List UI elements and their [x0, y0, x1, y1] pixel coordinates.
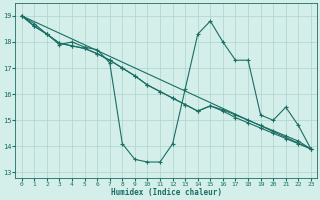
X-axis label: Humidex (Indice chaleur): Humidex (Indice chaleur) — [111, 188, 222, 197]
